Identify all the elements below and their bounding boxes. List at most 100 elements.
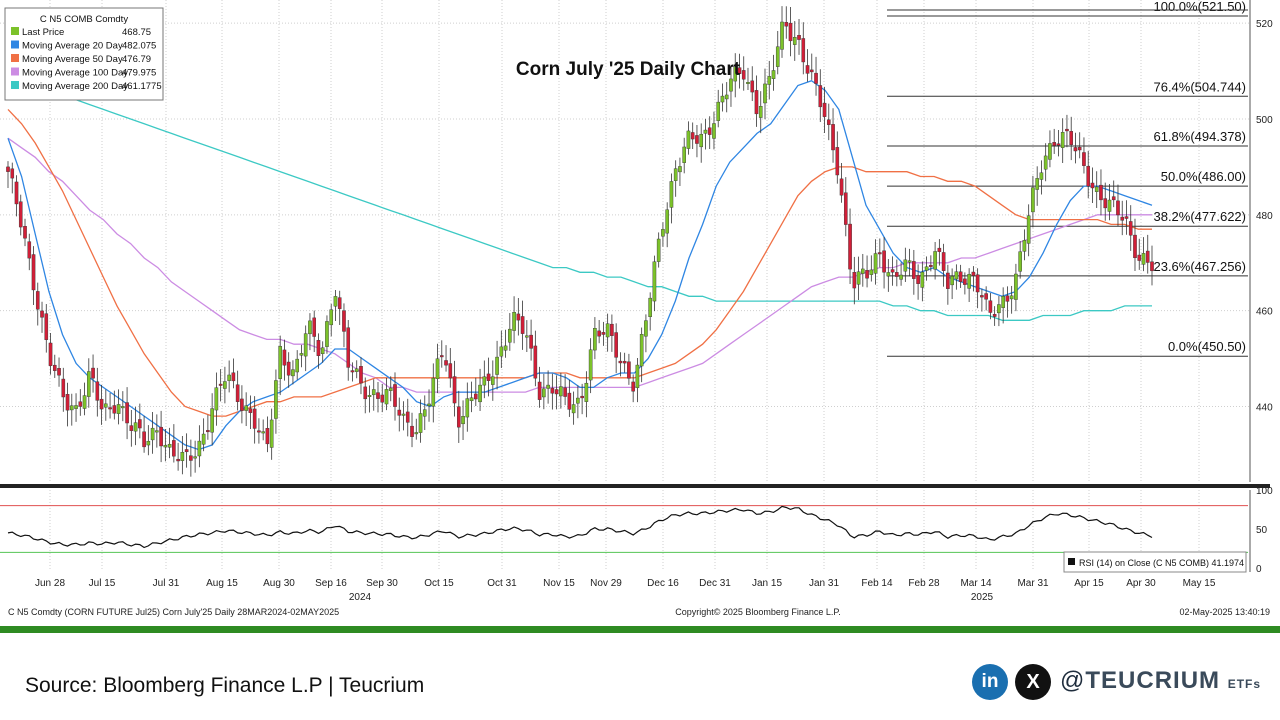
candle-body <box>269 419 274 448</box>
candle-body <box>1060 132 1065 148</box>
teucrium-handle[interactable]: @TEUCRIUM ETFs <box>1060 667 1261 695</box>
candle-body <box>597 330 601 337</box>
candle-body <box>405 411 410 423</box>
candle-body <box>784 22 789 27</box>
candle-body <box>712 123 716 139</box>
candle-body <box>1128 221 1133 236</box>
rsi-tick-label: 100 <box>1256 486 1273 497</box>
x-icon[interactable]: X <box>1015 664 1051 700</box>
candle-body <box>861 268 865 274</box>
candle-body <box>758 106 763 118</box>
candle-body <box>354 368 359 372</box>
candle-body <box>125 402 129 424</box>
footer-left: C N5 Comdty (CORN FUTURE Jul25) Corn Jul… <box>8 607 339 617</box>
ma-50-line <box>7 108 1152 417</box>
rsi-tick-label: 0 <box>1256 564 1262 575</box>
candle-body <box>35 291 40 310</box>
year-label: 2024 <box>349 592 372 603</box>
candle-body <box>176 458 180 462</box>
candle-body <box>839 178 844 196</box>
candle-body <box>448 363 453 379</box>
candle-body <box>988 300 993 313</box>
legend: C N5 COMB Comdty Last Price 468.75 Moving A… <box>4 7 164 101</box>
legend-swatch <box>11 40 19 49</box>
candle-body <box>104 403 108 408</box>
candle-body <box>1001 296 1005 308</box>
legend-swatch <box>11 27 19 35</box>
source-text: Source: Bloomberg Finance L.P | Teucrium <box>25 674 425 697</box>
price-tick-label: 460 <box>1256 307 1273 318</box>
candle-body <box>320 347 325 354</box>
candle-body <box>1073 147 1078 152</box>
candle-body <box>452 376 457 404</box>
price-tick-label: 520 <box>1256 19 1273 30</box>
legend-name: Moving Average 100 Day <box>22 68 128 79</box>
candle-body <box>206 430 210 433</box>
year-label: 2025 <box>971 592 994 603</box>
candle-body <box>376 392 380 399</box>
rsi-tick-label: 50 <box>1256 525 1268 536</box>
candle-body <box>826 119 831 125</box>
time-tick-label: Oct 15 <box>424 578 454 589</box>
candle-body <box>707 127 712 135</box>
candle-body <box>1026 215 1031 244</box>
candle-body <box>223 381 227 389</box>
candle-body <box>997 304 1001 314</box>
candle-body <box>210 408 214 433</box>
candle-body <box>780 21 784 50</box>
candle-body <box>1043 155 1048 170</box>
candle-body <box>31 254 36 291</box>
time-tick-label: Jun 28 <box>35 578 65 589</box>
candle-body <box>478 384 482 403</box>
candle-body <box>563 387 567 397</box>
candle-body <box>1031 187 1035 213</box>
candle-body <box>627 361 631 379</box>
candle-body <box>465 398 470 418</box>
legend-name: Moving Average 200 Day <box>22 81 128 92</box>
candle-body <box>40 310 44 318</box>
linkedin-icon[interactable]: in <box>972 664 1008 700</box>
candle-body <box>1048 143 1052 160</box>
candle-body <box>499 346 504 357</box>
candle-body <box>814 72 818 84</box>
candle-body <box>903 259 908 272</box>
green-frame-bar <box>0 626 1280 633</box>
candle-body <box>474 393 478 400</box>
legend-box <box>4 7 164 101</box>
candle-body <box>912 261 916 279</box>
candle-body <box>984 293 988 300</box>
candle-body <box>265 427 270 445</box>
candle-body <box>792 37 797 45</box>
time-tick-label: Feb 14 <box>861 578 893 589</box>
candle-body <box>384 389 389 405</box>
candle-body <box>14 181 19 205</box>
candle-body <box>82 395 87 409</box>
legend-name: Moving Average 20 Day <box>22 41 123 52</box>
candle-body <box>937 247 942 252</box>
candle-body <box>678 166 682 173</box>
candle-body <box>924 266 929 271</box>
candle-body <box>801 38 806 63</box>
candle-body <box>967 273 971 289</box>
candle-body <box>401 413 406 416</box>
candle-body <box>865 270 869 279</box>
candle-body <box>286 361 291 376</box>
candle-body <box>822 102 827 117</box>
chart-title: Corn July '25 Daily Chart <box>516 59 741 80</box>
candle-body <box>954 271 959 280</box>
candle-body <box>418 413 423 433</box>
candle-body <box>750 80 755 93</box>
candle-body <box>848 223 852 270</box>
time-tick-label: Mar 31 <box>1017 578 1049 589</box>
time-tick-label: Apr 30 <box>1126 578 1156 589</box>
candle-body <box>1094 186 1099 192</box>
time-tick-label: Apr 15 <box>1074 578 1104 589</box>
candle-body <box>550 387 555 394</box>
candle-body <box>958 271 963 282</box>
candle-body <box>567 392 572 410</box>
candle-body <box>754 90 759 115</box>
candle-body <box>1014 273 1018 300</box>
candle-body <box>946 272 950 289</box>
candle-body <box>163 445 168 448</box>
time-tick-label: Jul 15 <box>89 578 116 589</box>
